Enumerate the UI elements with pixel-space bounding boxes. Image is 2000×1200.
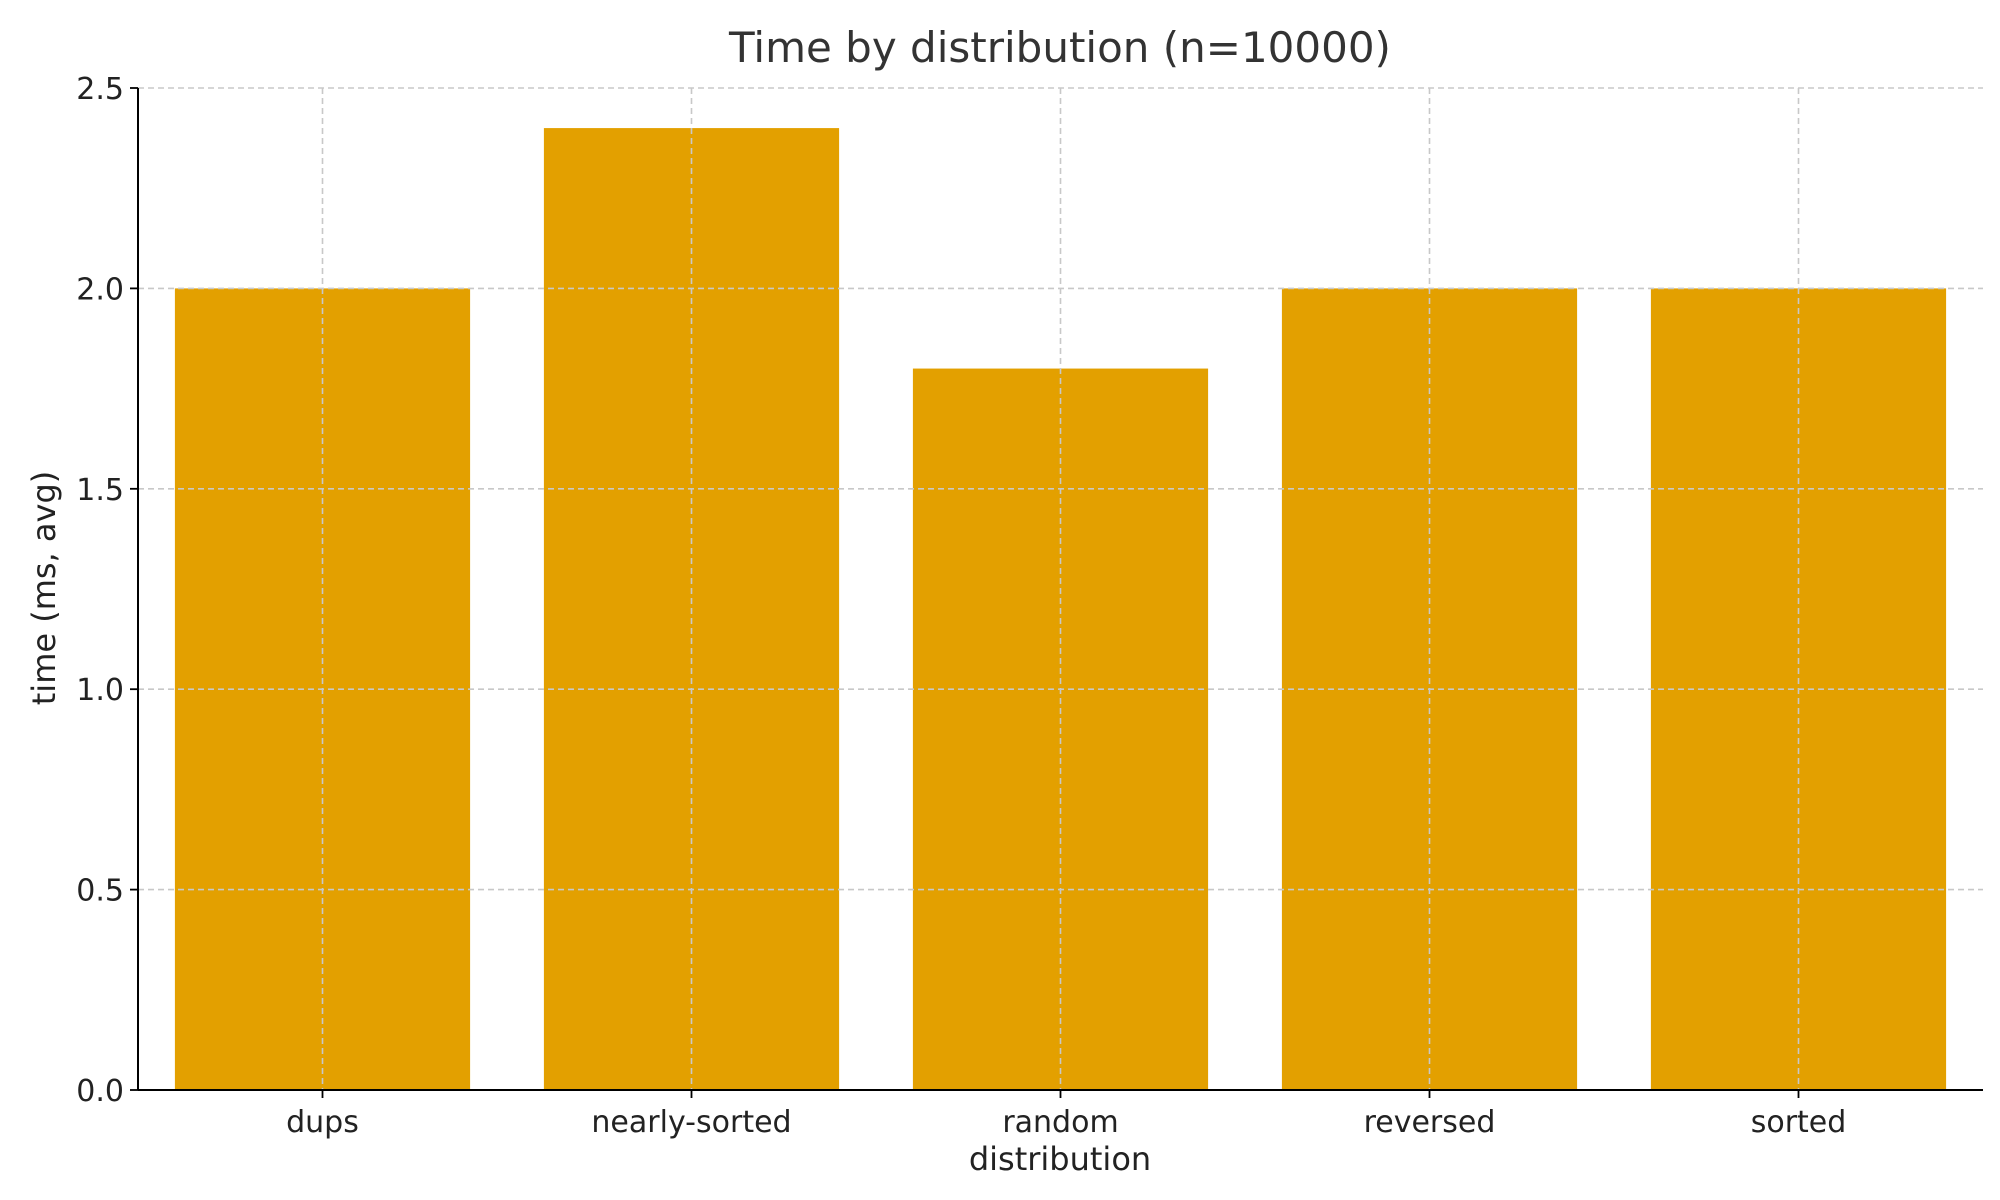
- x-tick-label: reversed: [1364, 1105, 1496, 1140]
- x-ticks: dups nearly-sorted random reversed sorted: [286, 1090, 1846, 1140]
- x-tick-label: dups: [286, 1105, 359, 1140]
- grid-lines: [138, 87, 1983, 1090]
- x-tick-label: random: [1002, 1105, 1118, 1140]
- y-tick-label: 0.5: [76, 874, 124, 909]
- y-tick-label: 1.0: [76, 673, 124, 708]
- x-tick-label: sorted: [1751, 1105, 1847, 1140]
- chart-title: Time by distribution (n=10000): [728, 23, 1391, 72]
- y-tick-label: 2.5: [76, 72, 124, 107]
- y-tick-label: 0.0: [76, 1074, 124, 1109]
- x-tick-label: nearly-sorted: [591, 1105, 791, 1140]
- y-tick-label: 1.5: [76, 473, 124, 508]
- y-tick-label: 2.0: [76, 272, 124, 307]
- y-ticks: 0.0 0.5 1.0 1.5 2.0 2.5: [76, 72, 138, 1109]
- y-axis-label: time (ms, avg): [25, 471, 63, 705]
- x-axis-label: distribution: [969, 1140, 1151, 1178]
